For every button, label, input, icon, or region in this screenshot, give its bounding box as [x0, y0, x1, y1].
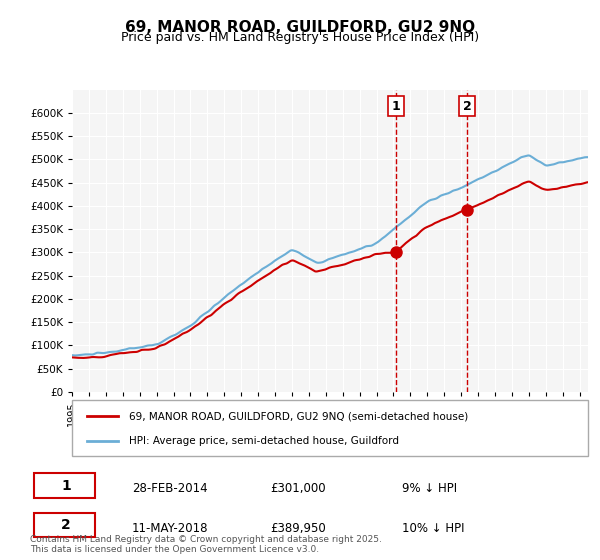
- Text: 28-FEB-2014: 28-FEB-2014: [132, 482, 208, 496]
- Text: 9% ↓ HPI: 9% ↓ HPI: [402, 482, 457, 496]
- Text: 1: 1: [392, 100, 401, 113]
- Text: Price paid vs. HM Land Registry's House Price Index (HPI): Price paid vs. HM Land Registry's House …: [121, 31, 479, 44]
- Text: 2: 2: [463, 100, 472, 113]
- Text: 2: 2: [61, 518, 71, 532]
- Text: £389,950: £389,950: [270, 521, 326, 535]
- Text: 69, MANOR ROAD, GUILDFORD, GU2 9NQ: 69, MANOR ROAD, GUILDFORD, GU2 9NQ: [125, 20, 475, 35]
- Text: Contains HM Land Registry data © Crown copyright and database right 2025.
This d: Contains HM Land Registry data © Crown c…: [30, 535, 382, 554]
- FancyBboxPatch shape: [34, 473, 95, 498]
- Text: £301,000: £301,000: [270, 482, 326, 496]
- Text: 10% ↓ HPI: 10% ↓ HPI: [402, 521, 464, 535]
- FancyBboxPatch shape: [72, 400, 588, 456]
- Text: HPI: Average price, semi-detached house, Guildford: HPI: Average price, semi-detached house,…: [129, 436, 399, 446]
- Text: 69, MANOR ROAD, GUILDFORD, GU2 9NQ (semi-detached house): 69, MANOR ROAD, GUILDFORD, GU2 9NQ (semi…: [129, 411, 468, 421]
- FancyBboxPatch shape: [34, 513, 95, 538]
- Text: 11-MAY-2018: 11-MAY-2018: [132, 521, 209, 535]
- Text: 1: 1: [61, 479, 71, 493]
